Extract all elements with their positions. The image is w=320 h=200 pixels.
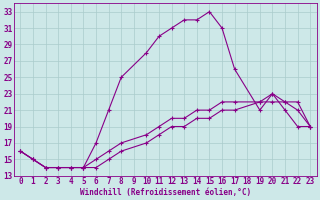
X-axis label: Windchill (Refroidissement éolien,°C): Windchill (Refroidissement éolien,°C) <box>80 188 251 197</box>
